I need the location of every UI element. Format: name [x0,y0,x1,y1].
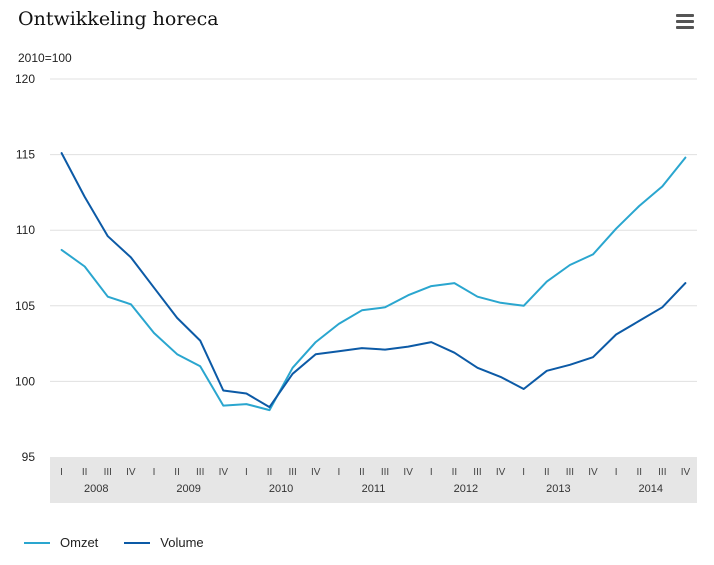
x-tick-quarter: II [82,467,88,478]
y-tick-label: 120 [15,72,35,86]
y-tick-label: 115 [16,148,35,162]
x-axis-band [50,457,697,503]
x-tick-quarter: III [566,467,574,478]
x-tick-quarter: IV [588,467,598,478]
x-tick-quarter: I [60,467,63,478]
y-axis-unit-label: 2010=100 [18,51,72,65]
x-tick-quarter: I [430,467,433,478]
x-tick-quarter: III [288,467,296,478]
legend-label-volume: Volume [160,535,204,550]
x-tick-quarter: II [636,467,642,478]
x-tick-quarter: IV [403,467,413,478]
x-tick-quarter: III [196,467,204,478]
x-tick-quarter: II [174,467,180,478]
x-tick-quarter: II [359,467,365,478]
x-tick-quarter: II [452,467,458,478]
legend-label-omzet: Omzet [60,535,99,550]
y-tick-label: 100 [15,374,35,388]
x-tick-year: 2008 [84,483,108,495]
x-tick-quarter: I [615,467,618,478]
chart-title: Ontwikkeling horeca [18,8,219,30]
x-tick-quarter: III [381,467,389,478]
x-tick-year: 2012 [454,483,478,495]
x-tick-year: 2010 [269,483,293,495]
x-tick-quarter: I [245,467,248,478]
x-tick-quarter: IV [126,467,136,478]
x-tick-year: 2014 [639,483,663,495]
legend-item-volume[interactable]: Volume [124,535,204,550]
x-tick-quarter: III [473,467,481,478]
hamburger-menu-icon[interactable] [676,14,694,30]
x-tick-quarter: III [104,467,112,478]
legend-swatch-omzet [24,541,50,544]
x-tick-quarter: IV [681,467,691,478]
x-tick-year: 2011 [362,483,386,495]
x-tick-year: 2013 [546,483,570,495]
legend: Omzet Volume [24,535,230,550]
legend-swatch-volume [124,541,151,544]
x-tick-quarter: I [153,467,156,478]
x-tick-quarter: IV [311,467,321,478]
x-tick-year: 2009 [176,483,200,495]
x-tick-quarter: I [337,467,340,478]
x-tick-quarter: II [267,467,273,478]
x-tick-quarter: III [658,467,666,478]
y-tick-label: 110 [16,223,35,237]
legend-item-omzet[interactable]: Omzet [24,535,98,550]
x-tick-quarter: IV [496,467,506,478]
x-tick-quarter: IV [219,467,229,478]
y-tick-label: 105 [15,299,35,313]
x-tick-quarter: II [544,467,550,478]
y-tick-label: 95 [22,450,36,464]
series-line-volume [60,152,687,409]
x-tick-quarter: I [522,467,525,478]
series-line-omzet [60,156,687,412]
